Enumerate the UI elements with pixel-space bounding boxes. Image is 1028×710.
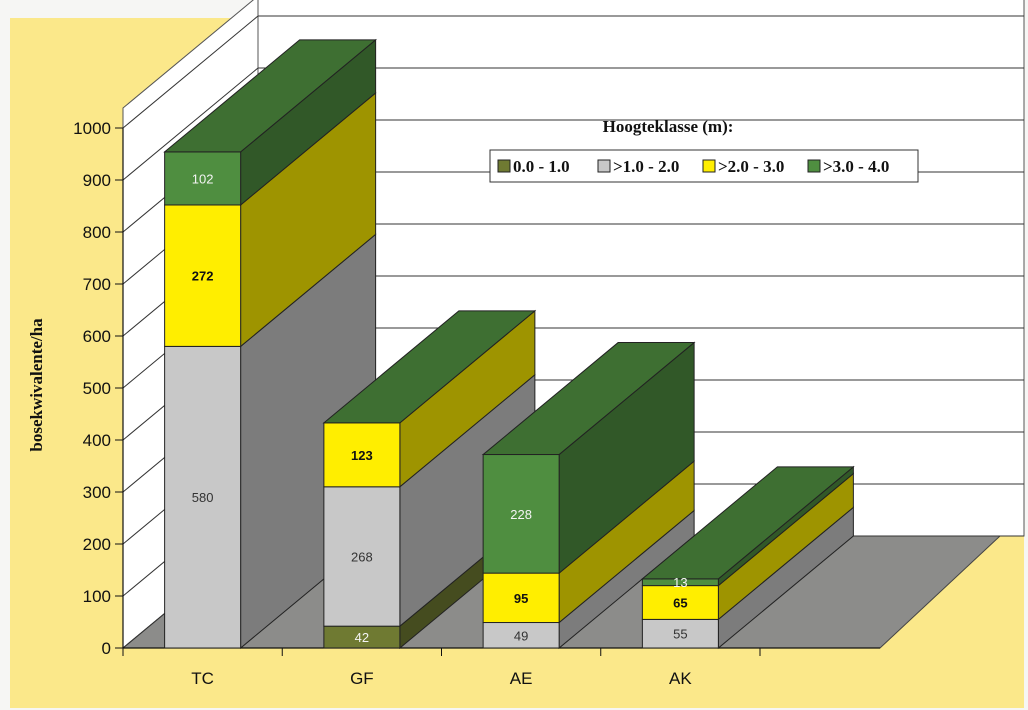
data-label: 49 [514,628,528,643]
bar-segment [323,422,401,488]
data-label: 55 [673,627,687,642]
legend-label: 0.0 - 1.0 [513,157,570,176]
legend-swatch [807,159,821,173]
y-tick-label: 200 [83,535,111,554]
data-label: 228 [510,507,532,522]
data-label: 65 [673,596,687,611]
y-axis: 0 100 200 300 400 500 600 700 800 900 1000 [73,119,124,658]
data-label: 580 [192,490,214,505]
bar-stack: 49 95 228 [481,341,696,650]
bar-segment [641,618,719,649]
bar-stack: 580 272 102 [163,38,378,650]
bar-stack: 55 65 13 [640,465,855,650]
bar-top [322,310,537,424]
bar-top [163,39,378,153]
data-label: 42 [355,630,369,645]
gridline-side [122,15,259,129]
data-label: 102 [192,171,214,186]
y-tick-label: 0 [102,639,111,658]
legend-swatch [597,159,611,173]
legend-swatch [497,159,511,173]
bar-top [640,466,855,580]
data-label: 13 [673,575,687,590]
y-tick-label: 900 [83,171,111,190]
bar-top [481,342,696,456]
y-tick-label: 700 [83,275,111,294]
x-tick-label: GF [350,669,374,688]
legend: Hoogteklasse (m): 0.0 - 1.0 >1.0 - 2.0 >2.… [489,117,919,183]
bar-segment [164,204,242,347]
gridline-side [122,67,259,181]
y-axis-label: bosekwivalente/ha [27,318,46,452]
x-tick-label: TC [191,669,214,688]
bar-segment [164,345,242,649]
data-label: 95 [514,591,528,606]
bar-segment [482,622,560,649]
legend-label: >2.0 - 3.0 [718,157,784,176]
x-tick-label: AE [510,669,533,688]
data-label: 123 [351,448,373,463]
y-tick-label: 100 [83,587,111,606]
y-tick-label: 600 [83,327,111,346]
y-tick-label: 300 [83,483,111,502]
y-tick-label: 400 [83,431,111,450]
y-tick-label: 800 [83,223,111,242]
bars: 580 272 102 42 268 123 49 95 228 55 65 13 [163,38,855,650]
legend-title: Hoogteklasse (m): [603,117,734,136]
bar-segment [641,585,719,620]
bar-segment [164,151,242,206]
bar-segment [323,486,401,627]
x-tick-label: AK [669,669,692,688]
y-tick-label: 1000 [73,119,111,138]
y-tick-label: 500 [83,379,111,398]
data-label: 272 [192,269,214,284]
legend-items: 0.0 - 1.0 >1.0 - 2.0 >2.0 - 3.0 >3.0 - 4.0 [497,157,889,176]
data-label: 268 [351,549,373,564]
legend-label: >3.0 - 4.0 [823,157,889,176]
legend-label: >1.0 - 2.0 [613,157,679,176]
legend-swatch [702,159,716,173]
